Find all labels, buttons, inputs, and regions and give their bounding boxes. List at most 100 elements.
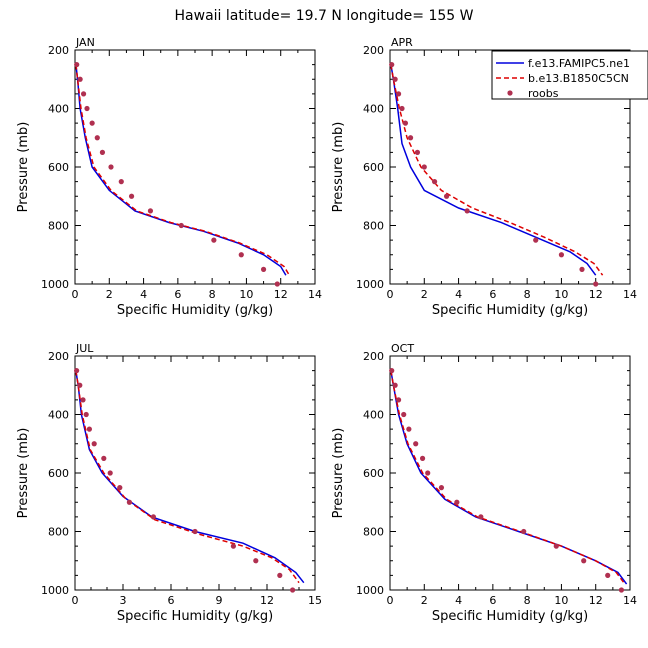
roobs-point [117,485,123,491]
roobs-point [443,193,450,199]
x-tick-label: 0 [72,594,79,607]
legend: f.e13.FAMIPC5.ne1 b.e13.B1850C5CN roobs [491,50,648,100]
roobs-point [389,368,395,374]
roobs-point [438,485,445,491]
roobs-point [521,528,527,535]
y-tick-label: 400 [363,409,384,422]
x-tick-label: 2 [421,288,428,301]
roobs-point [178,222,184,229]
roobs-point [107,470,113,476]
roobs-point [399,105,405,112]
y-tick-label: 200 [363,44,384,57]
roobs-point [192,528,198,535]
x-axis-label: Specific Humidity (g/kg) [432,303,588,318]
roobs-point [581,558,587,564]
roobs-point [553,543,559,549]
y-tick-label: 600 [48,467,69,480]
x-tick-label: 10 [554,594,568,607]
y-tick-label: 1000 [356,584,384,597]
roobs-point [395,91,402,97]
x-tick-label: 8 [524,288,531,301]
y-tick-label: 200 [48,350,69,363]
x-tick-label: 9 [216,594,223,607]
x-tick-label: 0 [387,288,394,301]
roobs-point [593,281,599,287]
x-tick-label: 8 [524,594,531,607]
series-b-e13-line [390,370,626,585]
x-tick-label: 6 [489,594,496,607]
roobs-point [126,499,132,505]
roobs-point [421,164,427,170]
x-tick-label: 4 [455,288,462,301]
roobs-point [478,514,484,520]
roobs-point [533,237,539,243]
roobs-point [618,587,625,593]
x-tick-label: 0 [72,288,79,301]
y-axis-label: Pressure (mb) [16,428,31,519]
roobs-point [260,266,267,272]
panel-jul: JUL 0 3 6 9 12 15 200 400 600 800 1000 Specific Humi… [16,342,322,624]
roobs-point [89,120,95,126]
x-tick-label: 2 [106,288,113,301]
legend-label: roobs [528,87,559,100]
roobs-point [80,91,87,97]
series-b-e13-line [390,64,604,276]
roobs-point [290,587,296,593]
roobs-point [406,426,412,432]
roobs-point [579,266,585,272]
y-axis-label: Pressure (mb) [331,122,346,213]
roobs-point [211,237,217,243]
roobs-point [238,252,244,258]
x-tick-label: 15 [308,594,322,607]
roobs-point [401,411,407,418]
roobs-point [392,382,398,388]
roobs-point [99,149,106,155]
roobs-point [91,441,97,447]
roobs-point [431,179,438,185]
y-tick-label: 1000 [356,278,384,291]
series-f-e13-line [75,370,305,584]
x-tick-label: 6 [489,288,496,301]
y-tick-label: 800 [363,220,384,233]
x-axis-label: Specific Humidity (g/kg) [117,609,273,624]
roobs-point [414,149,421,155]
series-f-e13-line [390,370,628,585]
roobs-point [558,252,565,258]
roobs-point [83,411,89,418]
y-axis-label: Pressure (mb) [331,428,346,519]
y-tick-label: 600 [363,161,384,174]
roobs-point [77,382,83,388]
roobs-point [86,426,92,432]
roobs-point [402,120,409,126]
chart-title: Hawaii latitude= 19.7 N longitude= 155 W [175,8,474,24]
panel-label: JAN [75,36,95,49]
y-tick-label: 400 [363,103,384,116]
roobs-point [274,281,280,287]
roobs-point [118,179,124,185]
x-tick-label: 12 [589,288,603,301]
y-tick-label: 200 [48,44,69,57]
y-tick-label: 800 [48,526,69,539]
x-tick-label: 2 [421,594,428,607]
panel-label: APR [391,36,413,49]
series-b-e13-line [75,370,300,584]
series-b-e13-line [75,64,290,276]
panel-apr: APR 0 2 4 6 8 10 12 14 200 400 600 800 1000 Specific H… [331,36,637,318]
legend-box [491,50,648,100]
panel-label: JUL [75,342,94,355]
panel-label: OCT [391,342,414,355]
y-tick-label: 200 [363,350,384,363]
roobs-point [253,558,259,564]
roobs-point [407,135,414,141]
roobs-point [74,368,80,374]
x-tick-label: 14 [623,288,637,301]
roobs-point [101,455,107,461]
x-tick-label: 0 [387,594,394,607]
y-tick-label: 400 [48,409,69,422]
x-tick-label: 8 [209,288,216,301]
roobs-point [605,572,611,578]
x-tick-label: 10 [554,288,568,301]
y-tick-label: 600 [363,467,384,480]
